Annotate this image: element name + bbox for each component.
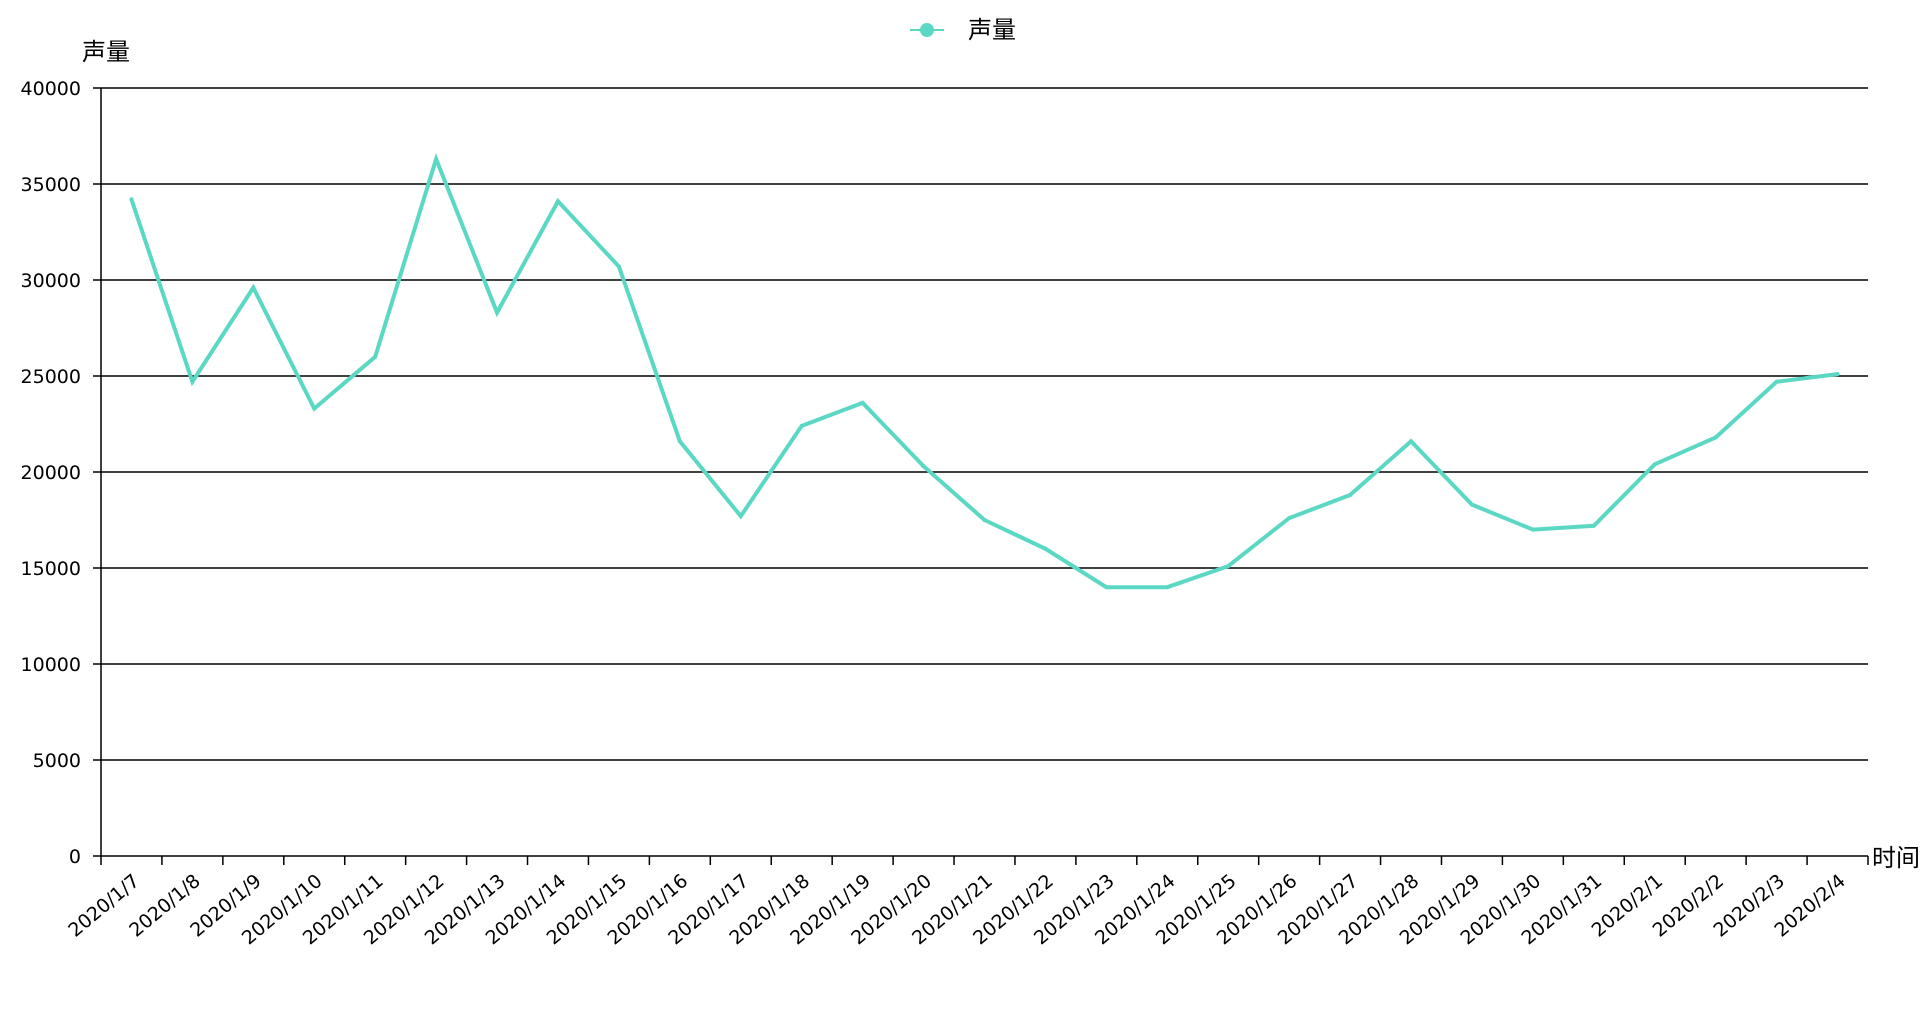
y-tick-label: 20000 xyxy=(21,462,81,484)
data-point xyxy=(129,197,134,202)
grid-layer xyxy=(101,87,1868,761)
y-tick-label: 5000 xyxy=(33,750,81,772)
data-point xyxy=(190,379,195,384)
y-axis-title: 声量 xyxy=(82,38,130,66)
data-point xyxy=(434,157,439,162)
y-tick-label: 25000 xyxy=(21,366,81,388)
data-point xyxy=(1104,585,1109,590)
y-tick-label: 40000 xyxy=(21,78,81,100)
legend-dot-marker xyxy=(920,23,934,37)
data-point xyxy=(495,310,500,315)
data-point xyxy=(860,400,865,405)
data-point xyxy=(1591,523,1596,528)
axis-layer xyxy=(93,87,1869,865)
series-layer xyxy=(129,153,1840,590)
data-point xyxy=(1530,527,1535,532)
data-point xyxy=(1652,462,1657,467)
data-point xyxy=(677,439,682,444)
series-line xyxy=(129,153,1840,590)
data-point xyxy=(738,514,743,519)
data-point xyxy=(1043,546,1048,551)
data-point xyxy=(1469,502,1474,507)
y-tick-label: 15000 xyxy=(21,558,81,580)
y-tick-label: 35000 xyxy=(21,174,81,196)
data-point xyxy=(1348,493,1353,498)
data-point xyxy=(616,264,621,269)
data-point xyxy=(1409,439,1414,444)
data-point xyxy=(1165,585,1170,590)
data-point xyxy=(982,518,987,522)
data-point xyxy=(921,464,926,469)
data-point xyxy=(799,423,804,428)
legend-label: 声量 xyxy=(968,16,1016,44)
data-point xyxy=(1774,379,1779,384)
data-point xyxy=(1713,435,1718,440)
data-point xyxy=(373,354,378,359)
data-point xyxy=(251,285,256,290)
y-tick-label: 30000 xyxy=(21,270,81,292)
legend[interactable]: 声量 xyxy=(910,16,1016,44)
y-tick-label: 0 xyxy=(69,846,81,868)
y-tick-label: 10000 xyxy=(21,654,81,676)
data-point xyxy=(1835,372,1840,377)
data-point xyxy=(1226,564,1231,569)
x-axis-title: 时间 xyxy=(1872,844,1920,872)
data-point xyxy=(312,406,317,411)
data-point xyxy=(555,199,560,204)
data-point xyxy=(1287,516,1292,521)
label-layer: 0 5000 10000 15000 20000 25000 30000 35000 40000… xyxy=(21,78,1850,949)
